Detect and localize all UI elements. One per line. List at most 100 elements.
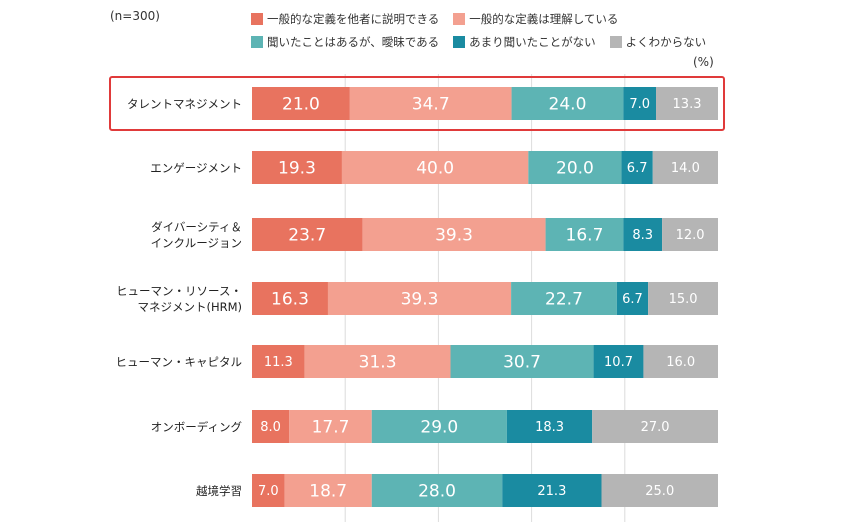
category-label: マネジメント(HRM) bbox=[137, 300, 242, 314]
bar-value-label: 6.7 bbox=[627, 161, 648, 176]
bar-value-label: 34.7 bbox=[412, 95, 450, 115]
bar-segment bbox=[623, 218, 663, 251]
bar-segment bbox=[252, 151, 342, 184]
category-label: ダイバーシティ＆ bbox=[151, 220, 242, 234]
legend-label-heard: 聞いたことはあるが、曖昧である bbox=[267, 35, 440, 49]
bar-segment bbox=[601, 474, 718, 507]
highlight-frame bbox=[109, 76, 725, 131]
bar-value-label: 25.0 bbox=[645, 484, 674, 499]
bar-segment bbox=[371, 410, 507, 443]
legend-label-rarely: あまり聞いたことがない bbox=[469, 35, 596, 49]
bar-segment bbox=[252, 218, 363, 251]
legend-swatch-heard bbox=[251, 36, 263, 48]
category-label: インクルージョン bbox=[151, 236, 242, 250]
unit-label: (%) bbox=[693, 55, 714, 69]
legend-item-explain: 一般的な定義を他者に説明できる bbox=[251, 11, 439, 27]
category-label: 越境学習 bbox=[196, 484, 242, 498]
bar-value-label: 21.0 bbox=[282, 95, 320, 115]
bar-segment bbox=[284, 474, 372, 507]
bar-segment bbox=[616, 282, 649, 315]
highlight bbox=[109, 76, 725, 131]
category-label: ヒューマン・キャピタル bbox=[116, 355, 243, 369]
legend-swatch-unknown bbox=[609, 36, 622, 48]
bar-value-label: 11.3 bbox=[264, 355, 293, 370]
bar-value-label: 8.0 bbox=[260, 420, 281, 435]
bar-segment bbox=[349, 87, 512, 120]
bar-value-label: 14.0 bbox=[671, 161, 700, 176]
bar-segment bbox=[623, 87, 657, 120]
bar-value-label: 13.3 bbox=[673, 97, 702, 112]
legend-item-rarely: あまり聞いたことがない bbox=[453, 34, 596, 50]
legend-swatch-rarely bbox=[453, 36, 466, 48]
bar-value-label: 40.0 bbox=[416, 159, 454, 179]
bar-segment bbox=[502, 474, 602, 507]
bar-value-label: 28.0 bbox=[418, 482, 456, 502]
legend-row-2: 聞いたことはあるが、曖昧である あまり聞いたことがない よくわからない bbox=[251, 32, 771, 52]
bar-value-label: 31.3 bbox=[359, 353, 397, 373]
bar-value-label: 8.3 bbox=[632, 228, 653, 243]
category-label: タレントマネジメント bbox=[127, 97, 242, 111]
legend-label-understand: 一般的な定義は理解している bbox=[469, 12, 619, 26]
bar-value-label: 16.3 bbox=[271, 290, 309, 310]
category-label: エンゲージメント bbox=[150, 161, 242, 175]
bar-value-label: 6.7 bbox=[622, 292, 643, 307]
bar-segment bbox=[592, 410, 718, 443]
legend-row-1: 一般的な定義を他者に説明できる 一般的な定義は理解している bbox=[251, 9, 771, 29]
bar-value-label: 20.0 bbox=[556, 159, 594, 179]
bar-segment bbox=[511, 87, 624, 120]
bar-value-label: 18.3 bbox=[535, 420, 564, 435]
bar-segment bbox=[304, 345, 451, 378]
bars: 21.0 34.7 24.0 7.0 13.3 19.3 40.0 20.0 6.7 14.0 23… bbox=[252, 87, 718, 507]
bar-value-label: 16.0 bbox=[666, 355, 695, 370]
bar-segment bbox=[327, 282, 512, 315]
legend: 一般的な定義を他者に説明できる 一般的な定義は理解している 聞いたことはあるが、… bbox=[251, 9, 771, 55]
bar-segment bbox=[506, 410, 593, 443]
legend-item-unknown: よくわからない bbox=[609, 34, 707, 50]
bar-segment bbox=[662, 218, 718, 251]
bar-value-label: 39.3 bbox=[401, 290, 439, 310]
bar-value-label: 10.7 bbox=[604, 355, 633, 370]
legend-item-heard: 聞いたことはあるが、曖昧である bbox=[251, 34, 439, 50]
bar-value-label: 30.7 bbox=[503, 353, 541, 373]
legend-label-unknown: よくわからない bbox=[625, 35, 707, 49]
bar-value-label: 7.0 bbox=[629, 97, 650, 112]
bar-segment bbox=[289, 410, 372, 443]
bar-value-label: 24.0 bbox=[549, 95, 587, 115]
bar-value-label: 15.0 bbox=[669, 292, 698, 307]
bar-value-label: 19.3 bbox=[278, 159, 316, 179]
bar-segment bbox=[450, 345, 594, 378]
bar-segment bbox=[648, 282, 718, 315]
bar-value-label: 17.7 bbox=[312, 418, 350, 438]
bar-segment bbox=[252, 410, 290, 443]
bar-value-label: 18.7 bbox=[309, 482, 347, 502]
bar-segment bbox=[593, 345, 644, 378]
bar-value-label: 27.0 bbox=[641, 420, 670, 435]
bar-segment bbox=[252, 87, 350, 120]
bar-value-label: 21.3 bbox=[537, 484, 566, 499]
bar-segment bbox=[643, 345, 718, 378]
bar-value-label: 39.3 bbox=[435, 226, 473, 246]
bar-segment bbox=[545, 218, 624, 251]
bar-segment bbox=[252, 345, 305, 378]
legend-swatch-understand bbox=[453, 13, 466, 25]
bar-segment bbox=[252, 282, 328, 315]
legend-item-understand: 一般的な定義は理解している bbox=[453, 11, 618, 27]
bar-value-label: 16.7 bbox=[566, 226, 604, 246]
sample-size-label: (n=300) bbox=[110, 9, 160, 23]
bar-segment bbox=[528, 151, 622, 184]
bar-segment bbox=[652, 151, 718, 184]
bar-value-label: 7.0 bbox=[258, 484, 279, 499]
bar-segment bbox=[656, 87, 718, 120]
bar-value-label: 29.0 bbox=[420, 418, 458, 438]
category-label: ヒューマン・リソース・ bbox=[116, 284, 242, 298]
bar-segment bbox=[252, 474, 285, 507]
bar-value-label: 22.7 bbox=[545, 290, 583, 310]
bar-segment bbox=[371, 474, 503, 507]
category-label: オンボーディング bbox=[151, 420, 243, 434]
bar-segment bbox=[511, 282, 617, 315]
bar-segment bbox=[362, 218, 546, 251]
bar-value-label: 12.0 bbox=[676, 228, 705, 243]
bar-value-label: 23.7 bbox=[288, 226, 326, 246]
